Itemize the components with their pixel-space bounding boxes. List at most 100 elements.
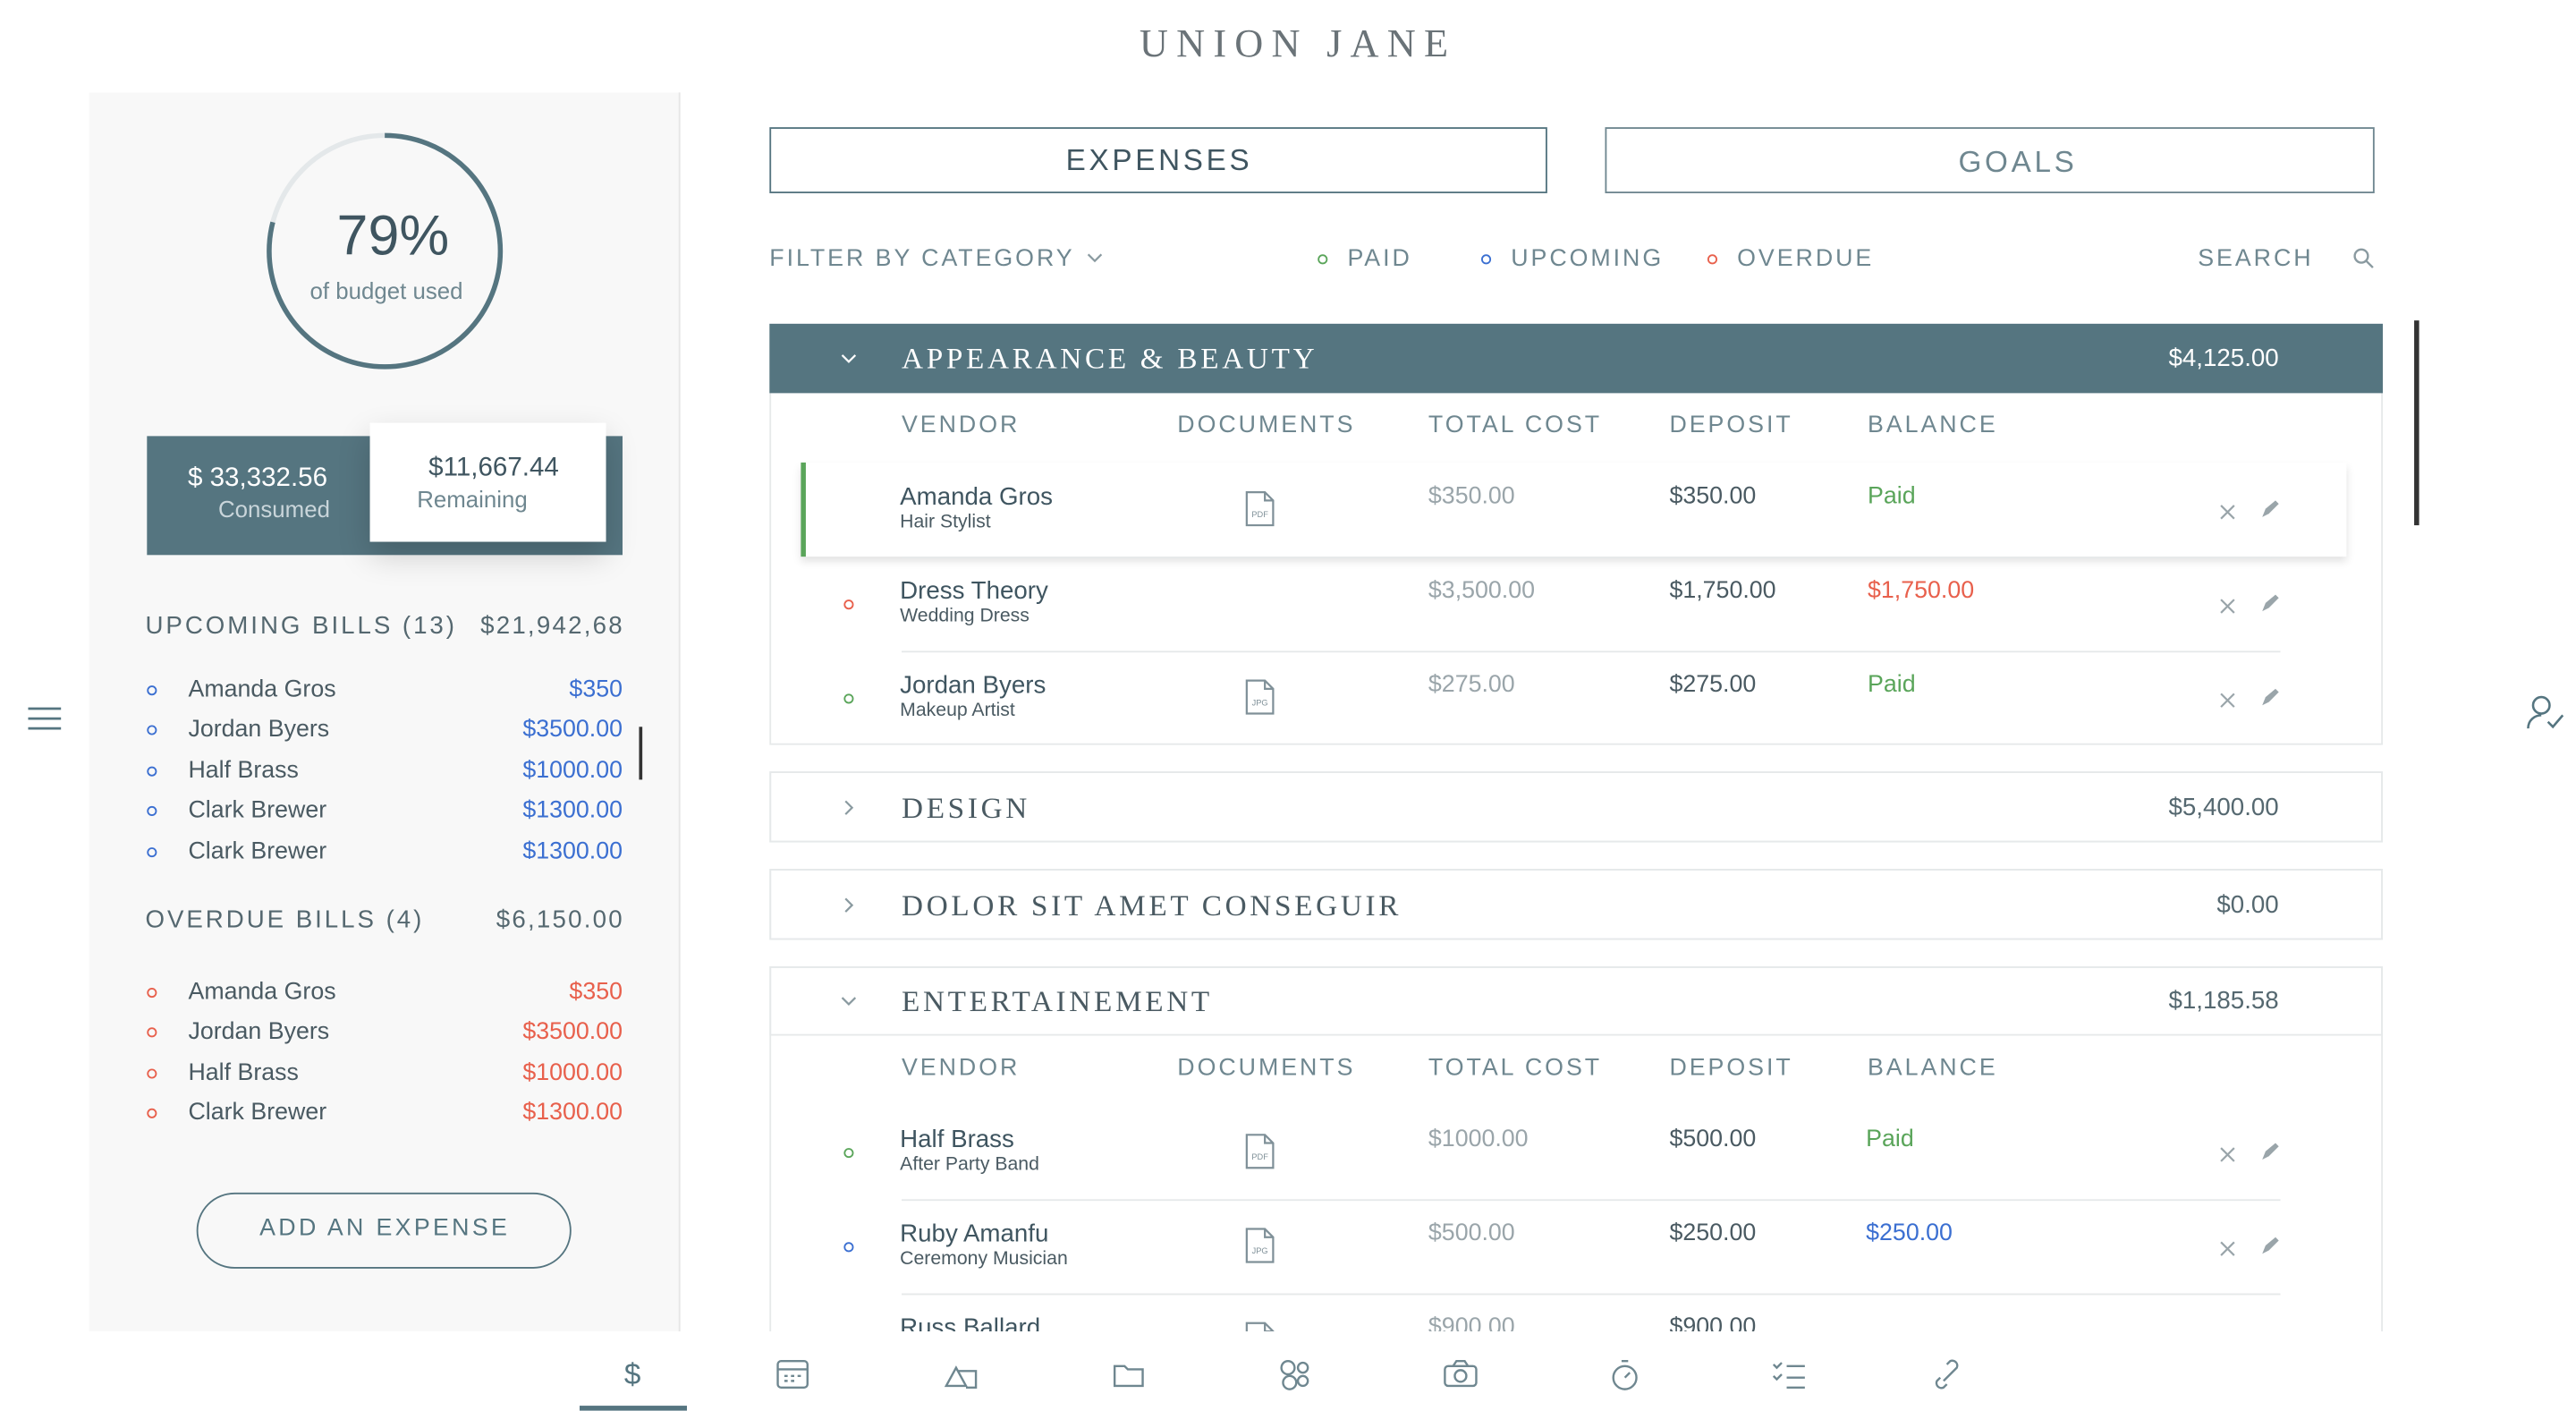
menu-icon[interactable] [28,705,62,732]
column-header: DEPOSIT [1669,412,1793,439]
status-dot [1318,254,1328,265]
status-dot [147,1109,157,1119]
document-icon[interactable]: JPG [1245,679,1275,716]
status-dot [843,1148,854,1159]
expenses-tab[interactable] [769,127,1547,194]
status-dot [147,1028,157,1039]
bill-name: Clark Brewer [188,837,327,860]
remaining-amount: $11,667.44 [428,454,559,483]
category-name: DESIGN [902,790,1031,824]
tab-label[interactable]: EXPENSES [1065,143,1253,177]
bill-amount: $1000.00 [522,1059,623,1086]
bottom-nav [0,1331,2576,1411]
document-icon[interactable]: PDF [1245,490,1275,527]
row-divider [902,1293,2281,1296]
bill-amount: $3500.00 [522,1019,623,1046]
category-header[interactable] [769,771,2384,843]
search-icon[interactable] [2351,246,2375,269]
checklist-icon[interactable] [1772,1362,1805,1389]
category-chevron[interactable] [841,994,857,1007]
document-icon[interactable]: PDF [1245,1322,1275,1332]
search-label[interactable]: SEARCH [2198,245,2314,273]
status-dot [147,806,157,817]
nav-budget[interactable]: $ [623,1357,641,1391]
status-dot [147,988,157,999]
link-icon[interactable] [1935,1359,1959,1390]
status-filter[interactable]: OVERDUE [1737,245,1875,273]
deposit: $900.00 [1669,1314,1757,1332]
brand-title: UNION JANE [1139,22,1457,66]
category-header[interactable] [769,323,2384,394]
delete-icon[interactable] [2220,1147,2235,1162]
deposit: $250.00 [1669,1220,1757,1247]
edit-icon[interactable] [2260,688,2279,707]
row-highlight [801,462,2347,557]
budget-percent: 79% [336,204,450,268]
bill-name: Clark Brewer [188,797,327,825]
add-expense-button[interactable] [196,1192,572,1269]
shapes-icon[interactable] [944,1365,978,1389]
status-dot [147,766,157,777]
page-scrollbar [2414,320,2419,526]
goals-tab[interactable] [1605,127,2375,194]
remaining-card [369,422,606,542]
category-chevron[interactable] [841,352,857,365]
row-divider [902,1199,2281,1202]
document-icon[interactable]: PDF [1245,1133,1275,1169]
filter-label[interactable]: FILTER BY CATEGORY [769,245,1075,273]
delete-icon[interactable] [2220,693,2235,708]
column-header: DEPOSIT [1669,1055,1793,1082]
vendor-name: Amanda Gros [900,483,1054,512]
nav-active-indicator [580,1406,688,1411]
category-chevron[interactable] [841,897,857,912]
budget-caption: of budget used [309,277,463,304]
camera-icon[interactable] [1444,1360,1478,1388]
delete-icon[interactable] [2220,1241,2235,1256]
bill-name: Jordan Byers [188,717,330,744]
bill-amount: $1300.00 [522,837,623,860]
column-header: TOTAL COST [1428,1055,1603,1082]
add-expense-label[interactable]: ADD AN EXPENSE [259,1215,511,1242]
category-total: $5,400.00 [2168,793,2279,821]
edit-icon[interactable] [2260,1143,2279,1161]
category-header[interactable] [769,966,2384,1036]
folder-icon[interactable] [1113,1364,1144,1388]
bill-name: Half Brass [188,1059,299,1086]
tab-label[interactable]: GOALS [1958,145,2078,179]
status-dot [1481,254,1492,265]
consumed-amount: $ 33,332.56 [187,463,328,493]
vendor-role: After Party Band [900,1154,1039,1176]
document-type: JPG [1252,1246,1268,1255]
column-header: BALANCE [1868,1055,1998,1082]
calendar-icon[interactable] [776,1360,809,1389]
filter-chevron[interactable] [1087,251,1103,265]
vendor-name: Russ Ballard [900,1313,1041,1332]
balance: $250.00 [1866,1220,1953,1247]
row-divider [902,650,2281,653]
category-header[interactable] [769,869,2384,940]
category-chevron[interactable] [841,799,857,815]
column-header: VENDOR [902,412,1021,439]
edit-icon[interactable] [2260,500,2279,518]
status-filter[interactable]: PAID [1347,245,1412,273]
document-icon[interactable]: JPG [1245,1228,1275,1264]
deposit: $275.00 [1669,671,1757,699]
category-name: APPEARANCE & BEAUTY [902,342,1318,376]
balance: Paid [1868,483,1916,511]
delete-icon[interactable] [2220,599,2235,614]
guests-icon[interactable] [1280,1360,1309,1390]
bill-amount: $350 [569,676,623,704]
delete-icon[interactable] [2220,505,2235,520]
bill-amount: $3500.00 [522,717,623,744]
category-total: $4,125.00 [2168,344,2279,373]
balance: $1,750.00 [1868,577,1975,605]
status-filter[interactable]: UPCOMING [1511,245,1665,273]
vendor-name: Ruby Amanfu [900,1220,1049,1248]
edit-icon[interactable] [2260,594,2279,613]
user-icon[interactable] [2527,695,2566,732]
row-divider [902,557,2281,559]
timer-icon[interactable] [1612,1360,1638,1390]
bill-amount: $350 [569,979,623,1006]
deposit: $350.00 [1669,483,1757,511]
edit-icon[interactable] [2260,1237,2279,1255]
